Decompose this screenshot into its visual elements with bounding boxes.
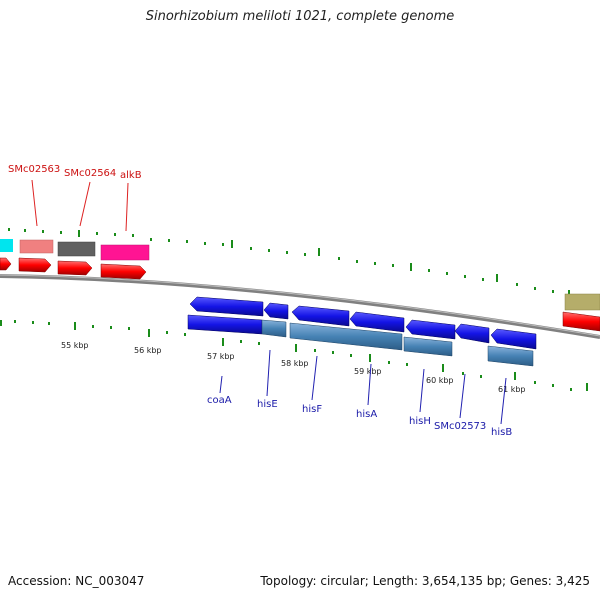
- leader-line: [419, 368, 425, 413]
- cds-arrow-red[interactable]: [57, 260, 93, 276]
- leader-line: [459, 373, 466, 419]
- gene-label-alkb[interactable]: alkB: [120, 170, 142, 181]
- scale-label-57: 57 kbp: [207, 352, 235, 361]
- cds-arrow-blue[interactable]: [490, 328, 537, 350]
- leader-line: [31, 179, 38, 227]
- accession-text: Accession: NC_003047: [8, 574, 145, 588]
- gene-block-alkb[interactable]: [100, 244, 150, 261]
- genome-summary-text: Topology: circular; Length: 3,654,135 bp…: [260, 574, 590, 588]
- cds-arrow-red[interactable]: [562, 311, 600, 332]
- scale-label-55: 55 kbp: [61, 341, 89, 350]
- gene-label-hise[interactable]: hisE: [257, 399, 278, 410]
- genome-backbone: [0, 274, 600, 339]
- gene-bar-coaa[interactable]: [187, 314, 263, 335]
- cds-arrow-blue[interactable]: [263, 302, 289, 320]
- scale-label-61: 61 kbp: [498, 385, 526, 394]
- leader-line: [125, 182, 129, 232]
- gene-label-smc02564[interactable]: SMc02564: [64, 168, 116, 179]
- gene-label-hisf[interactable]: hisF: [302, 404, 322, 415]
- gene-bar-hisf-hisa[interactable]: [289, 322, 403, 351]
- gene-bars-inner: [187, 314, 534, 367]
- scale-label-56: 56 kbp: [134, 346, 162, 355]
- leader-line: [500, 377, 507, 425]
- genome-backbone-highlight: [0, 274, 600, 337]
- scale-label-58: 58 kbp: [281, 359, 309, 368]
- gene-bar-hisb[interactable]: [487, 345, 534, 367]
- gene-block-olive[interactable]: [564, 293, 600, 311]
- tick-row-inner: [0, 320, 588, 391]
- cds-arrow-blue[interactable]: [189, 296, 264, 317]
- scale-label-59: 59 kbp: [354, 367, 382, 376]
- cds-arrow-blue[interactable]: [291, 305, 350, 327]
- gene-bar-hise[interactable]: [261, 319, 287, 338]
- gene-label-hish[interactable]: hisH: [409, 416, 431, 427]
- gene-label-smc02573[interactable]: SMc02573: [434, 421, 486, 432]
- tick-row-outer: [8, 228, 588, 300]
- leader-line: [311, 355, 318, 401]
- leader-line: [266, 349, 271, 397]
- cds-arrow-red[interactable]: [18, 257, 52, 273]
- leader-line: [219, 375, 223, 394]
- leader-line: [79, 181, 91, 227]
- genome-title: Sinorhizobium meliloti 1021, complete ge…: [145, 9, 455, 24]
- gene-label-hisb[interactable]: hisB: [491, 427, 512, 438]
- gene-block-smc02564[interactable]: [57, 241, 96, 257]
- cds-arrow-blue[interactable]: [454, 323, 490, 344]
- gene-label-coaa[interactable]: coaA: [207, 395, 232, 406]
- cds-arrow-red[interactable]: [0, 257, 12, 271]
- gene-block-smc02563[interactable]: [19, 239, 54, 254]
- gene-bar-hish[interactable]: [403, 336, 453, 357]
- scale-label-60: 60 kbp: [426, 376, 454, 385]
- cds-arrow-blue[interactable]: [405, 319, 456, 340]
- gene-block-cyan[interactable]: [0, 239, 13, 252]
- leader-line: [367, 363, 372, 406]
- gene-label-smc02563[interactable]: SMc02563: [8, 164, 60, 175]
- gene-label-hisa[interactable]: hisA: [356, 409, 377, 420]
- cds-arrow-red[interactable]: [100, 263, 147, 280]
- cds-arrow-blue[interactable]: [349, 311, 405, 333]
